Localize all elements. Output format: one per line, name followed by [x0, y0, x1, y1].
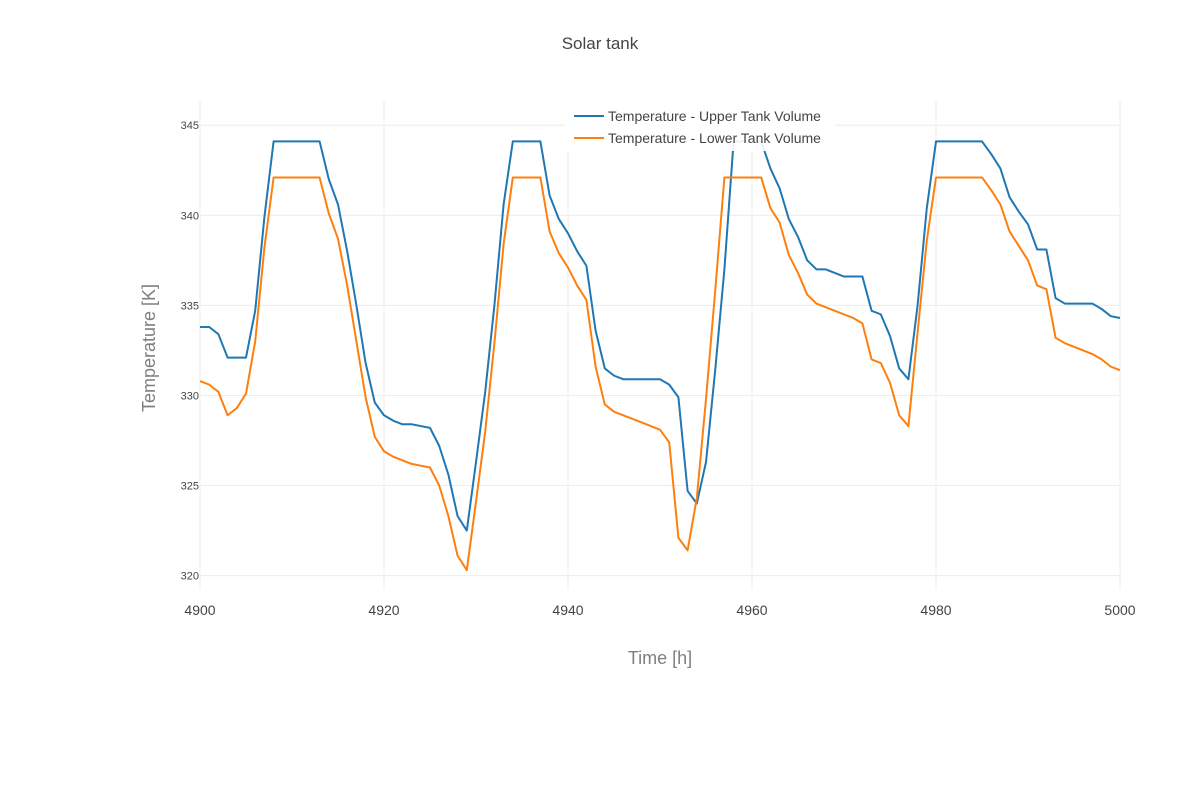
legend-label-upper: Temperature - Upper Tank Volume — [608, 108, 821, 124]
x-tick-label: 4980 — [920, 602, 951, 618]
series-lines — [199, 140, 1121, 572]
y-axis-title: Temperature [K] — [139, 284, 159, 412]
x-axis-title: Time [h] — [628, 648, 692, 668]
y-tick-label: 345 — [181, 120, 199, 132]
legend-item-upper[interactable]: Temperature - Upper Tank Volume — [574, 108, 821, 124]
chart-title: Solar tank — [562, 34, 639, 53]
legend-background — [565, 101, 835, 151]
x-tick-label: 4900 — [184, 602, 215, 618]
x-tick-label: 5000 — [1104, 602, 1135, 618]
grid — [199, 100, 1121, 590]
y-tick-label: 340 — [181, 210, 199, 222]
x-tick-label: 4940 — [552, 602, 583, 618]
x-axis-ticks: 4900 4920 4940 4960 4980 5000 — [184, 602, 1135, 618]
legend[interactable]: Temperature - Upper Tank Volume Temperat… — [565, 101, 835, 151]
y-tick-label: 335 — [181, 300, 199, 312]
y-axis-ticks: 320 325 330 335 340 345 — [181, 120, 199, 582]
y-tick-label: 325 — [181, 481, 199, 493]
series-line-upper-tank[interactable] — [200, 140, 1121, 532]
legend-label-lower: Temperature - Lower Tank Volume — [608, 130, 821, 146]
y-tick-label: 330 — [181, 390, 199, 402]
y-tick-label: 320 — [181, 571, 199, 583]
series-line-lower-tank[interactable] — [199, 176, 1121, 572]
x-tick-label: 4960 — [736, 602, 767, 618]
legend-item-lower[interactable]: Temperature - Lower Tank Volume — [574, 130, 821, 146]
x-tick-label: 4920 — [368, 602, 399, 618]
